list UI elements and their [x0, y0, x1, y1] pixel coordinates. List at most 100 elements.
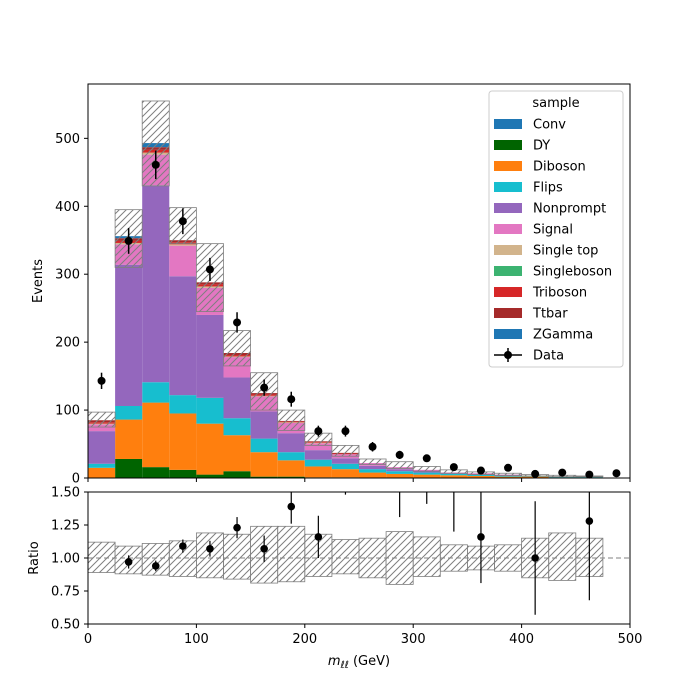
x-tick-label-4: 400 [509, 632, 534, 647]
data-point-1 [124, 236, 133, 245]
ratio-point-0 [124, 558, 133, 566]
bar-diboson-7 [277, 460, 305, 477]
uncertainty-bin-7 [277, 409, 306, 431]
bar-diboson-11 [386, 473, 414, 478]
bar-diboson-15 [494, 476, 522, 478]
legend-swatch-signal [494, 224, 522, 234]
y-axis-events: 0 100 200 300 400 500 [55, 132, 88, 487]
legend-label-flips: Flips [533, 181, 563, 196]
bar-diboson-1 [115, 419, 143, 459]
bar-diboson-6 [250, 452, 278, 477]
ratio-point-9 [531, 554, 539, 562]
bar-nonprompt-6 [250, 411, 278, 439]
bar-flips-13 [440, 473, 468, 476]
bar-diboson-5 [223, 435, 251, 472]
bar-flips-7 [277, 452, 305, 461]
uncertainty-bin-9 [331, 444, 360, 457]
ratio-point-3 [206, 544, 214, 553]
ratio-band-bin-17 [548, 532, 577, 581]
legend-swatch-nonprompt [494, 203, 522, 213]
uncertainty-bin-11 [385, 461, 414, 469]
bar-flips-5 [223, 418, 251, 436]
legend-swatch-flips [494, 182, 522, 192]
y-tick-label-ratio-2: 1.00 [51, 552, 80, 567]
bar-nonprompt-2 [142, 185, 170, 383]
data-point-8 [314, 427, 323, 436]
data-point-11 [395, 450, 404, 459]
bar-nonprompt-9 [331, 458, 359, 464]
ratio-band-bin-0 [88, 541, 116, 573]
bar-diboson-3 [169, 413, 197, 470]
bar-signal-8 [304, 443, 332, 451]
ratio-point-5 [260, 544, 268, 553]
uncertainty-bin-5 [223, 330, 252, 367]
data-point-0 [97, 376, 106, 385]
data-point-13 [449, 463, 458, 472]
bar-dy-4 [196, 474, 224, 478]
data-point-16 [531, 469, 540, 478]
ratio-point-6 [287, 502, 296, 511]
bar-dy-2 [142, 467, 170, 478]
x-tick-label-5: 500 [618, 632, 643, 647]
bar-diboson-13 [440, 475, 468, 478]
legend-label-diboson: Diboson [533, 160, 586, 175]
data-point-6 [260, 383, 269, 392]
data-point-15 [504, 463, 513, 472]
legend-label-signal: Signal [533, 223, 573, 238]
ratio-point-10 [585, 517, 594, 525]
uncertainty-bin-15 [494, 472, 523, 476]
data-point-7 [287, 395, 296, 404]
legend-swatch-singleboson [494, 266, 522, 276]
bar-nonprompt-4 [196, 314, 224, 398]
legend-title: sample [532, 96, 579, 111]
y-tick-label-events-1: 100 [55, 404, 80, 419]
y-tick-label-events-5: 500 [55, 132, 80, 147]
bar-flips-2 [142, 382, 170, 403]
bar-flips-9 [331, 463, 359, 470]
data-points [97, 150, 621, 479]
y-axis-label-events: Events [31, 259, 46, 303]
x-axis-mass: 0 100 200 300 400 500 [84, 624, 643, 647]
main-panel: 0 100 200 300 400 500 Events sample Conv DY Dib… [31, 83, 631, 487]
data-point-19 [612, 469, 621, 478]
bar-flips-8 [304, 459, 332, 467]
bar-nonprompt-0 [88, 431, 116, 464]
ratio-panel: 0.50 0.75 1.00 1.25 1.50 0 100 200 300 400 500 Ra… [27, 486, 643, 672]
data-point-9 [341, 427, 350, 436]
bar-signal-3 [169, 245, 197, 277]
bar-diboson-0 [88, 467, 116, 478]
ratio-point-2 [179, 542, 187, 550]
legend-label-triboson: Triboson [532, 286, 587, 301]
legend-swatch-triboson [494, 287, 522, 297]
y-axis-ratio: 0.50 0.75 1.00 1.25 1.50 [51, 486, 88, 633]
ratio-point-4 [233, 523, 241, 532]
y-tick-label-ratio-3: 1.25 [51, 519, 80, 534]
bar-flips-11 [386, 471, 414, 474]
bar-flips-10 [359, 469, 387, 473]
ratio-band-bin-9 [331, 539, 360, 575]
bar-diboson-4 [196, 423, 224, 475]
legend-box [488, 90, 624, 368]
legend-swatch-diboson [494, 161, 522, 171]
ratio-point-8 [477, 533, 485, 541]
bar-flips-14 [467, 474, 495, 476]
ratio-uncertainty-band [88, 525, 604, 585]
bar-flips-3 [169, 395, 197, 414]
data-point-3 [178, 217, 187, 226]
bar-flips-0 [88, 463, 116, 468]
bar-diboson-10 [359, 472, 387, 478]
uncertainty-bin-0 [88, 411, 116, 428]
y-tick-label-events-4: 400 [55, 200, 80, 215]
bar-diboson-14 [467, 475, 495, 478]
x-tick-label-1: 100 [184, 632, 209, 647]
ratio-band-bin-7 [277, 525, 306, 583]
y-tick-label-ratio-0: 0.50 [51, 618, 80, 633]
legend-label-zgamma: ZGamma [533, 328, 593, 343]
legend-label-singleboson: Singleboson [533, 265, 612, 280]
ratio-band-bin-5 [223, 533, 252, 580]
bar-dy-1 [115, 458, 143, 478]
data-point-12 [422, 454, 431, 463]
bar-nonprompt-10 [359, 465, 387, 470]
uncertainty-bin-12 [412, 466, 441, 472]
data-point-10 [368, 442, 377, 451]
